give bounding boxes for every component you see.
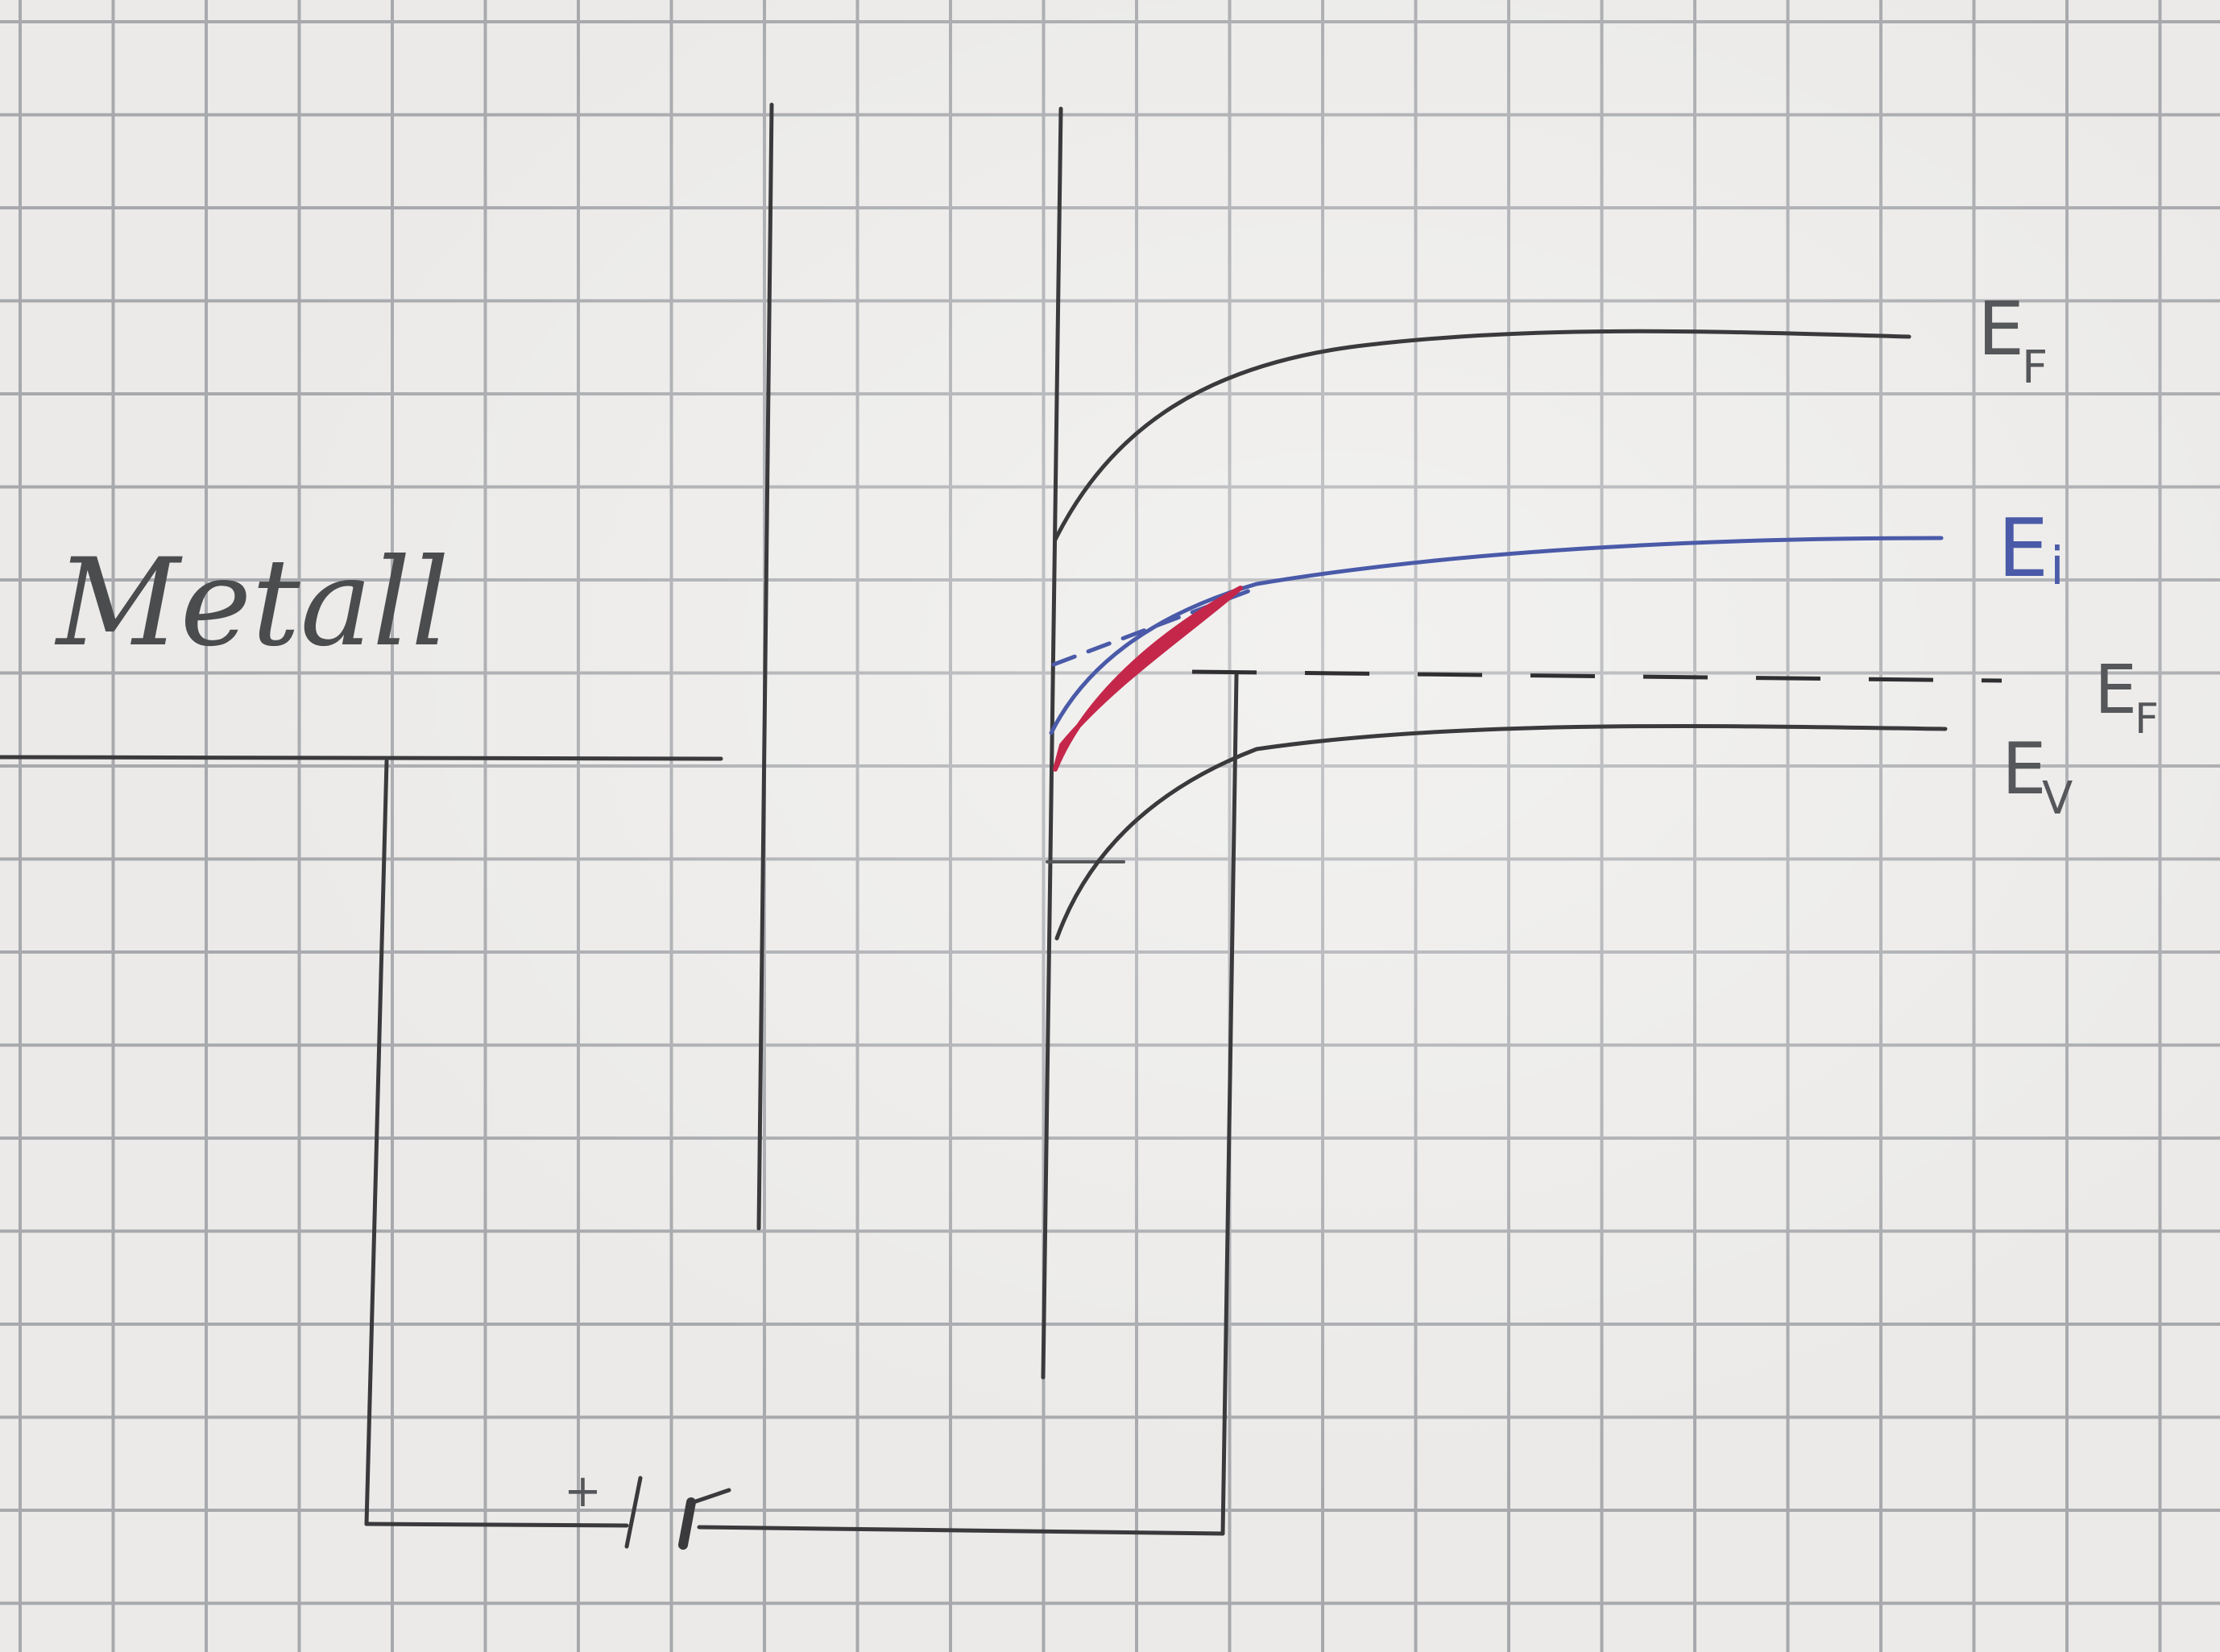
circuit-wire-bottom-right: [697, 1525, 1225, 1536]
battery-minus-tail: [689, 1488, 731, 1505]
intrinsic-level-label: E: [1998, 501, 2048, 595]
conduction-band-label: E: [1978, 286, 2024, 372]
label-intrinsic-level: E i: [1998, 501, 2065, 597]
battery-long-plate: [624, 1476, 643, 1549]
material-label: Metall: [54, 533, 449, 673]
intrinsic-level-curve: [1049, 536, 1944, 735]
circuit-wire-bottom-left: [364, 1522, 629, 1528]
label-valence-band: E V: [2002, 727, 2073, 825]
fermi-level-label: E: [2094, 650, 2137, 729]
circuit-wire-right: [1220, 673, 1239, 1536]
label-fermi-level: E F: [2094, 650, 2159, 743]
metal-gate-plate: [756, 102, 774, 1231]
fermi-level-dashed: [1191, 669, 2003, 683]
circuit-wire-left: [364, 759, 389, 1526]
inversion-region: [1053, 586, 1243, 772]
valence-band-label: E: [2002, 727, 2047, 810]
metal-surface-line: [0, 755, 723, 761]
valence-band-curve: [1054, 723, 1948, 941]
battery-plus-label: +: [564, 1465, 602, 1517]
fermi-level-subscript: F: [2135, 695, 2159, 743]
valence-band-subscript: V: [2042, 772, 2073, 825]
label-metal: Metall: [54, 533, 449, 673]
label-conduction-band: E F: [1978, 286, 2048, 394]
intrinsic-level-dashed: [1051, 586, 1259, 667]
conduction-band-curve: [1053, 329, 1911, 542]
conduction-band-subscript: F: [2022, 342, 2048, 394]
intrinsic-level-subscript: i: [2050, 537, 2065, 597]
battery-short-plate: [678, 1497, 696, 1550]
battery-symbol: +: [564, 1465, 731, 1550]
oxide-semiconductor-boundary: [1041, 106, 1063, 1380]
